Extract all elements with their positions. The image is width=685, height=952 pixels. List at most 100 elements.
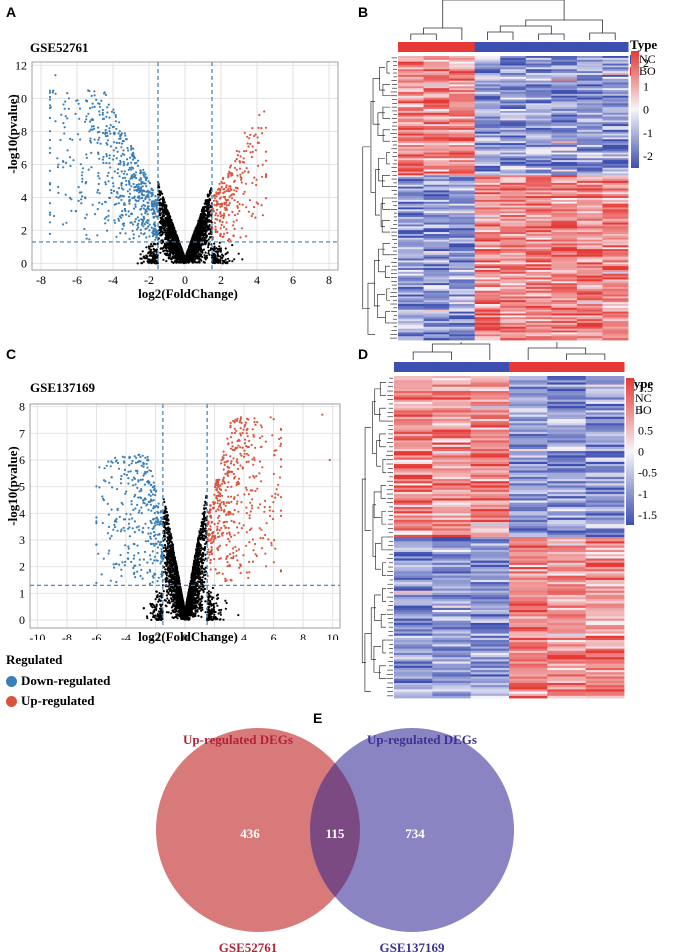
data-point [250,214,253,218]
data-point [213,245,216,248]
data-point [105,115,108,118]
data-point [214,230,217,233]
data-point [166,242,169,245]
data-point [137,191,141,194]
data-point [211,612,214,615]
data-point [135,183,138,187]
data-point [145,190,148,193]
data-point [173,255,176,258]
data-point [106,229,109,232]
data-point [138,195,141,198]
data-point [64,193,67,196]
x-tick-label: 6 [271,631,277,640]
data-point [92,125,95,128]
data-point [150,243,153,246]
data-point [236,206,239,209]
data-point [205,230,208,233]
data-point [48,189,52,192]
data-point [253,134,256,138]
data-point [136,216,139,219]
data-point [49,106,52,109]
data-point [164,505,167,508]
data-point [98,201,101,204]
data-point [130,161,133,164]
data-point [102,92,106,95]
data-point [57,185,60,189]
data-point [234,214,237,217]
data-point [137,185,140,188]
data-point [145,615,149,618]
data-point [209,191,212,194]
data-point [122,222,126,225]
data-point [154,201,157,204]
y-tick-label: 2 [19,560,25,574]
data-point [107,214,110,217]
y-tick-label: 7 [19,426,25,440]
data-point [178,245,181,248]
data-point [112,154,116,157]
x-tick-label: -8 [36,273,46,287]
data-point [207,238,210,241]
data-point [223,203,226,206]
data-point [142,199,145,202]
data-point [93,127,96,130]
data-point [126,163,129,166]
data-point [163,201,166,204]
data-point [148,235,151,238]
data-point [69,137,72,140]
data-point [181,257,184,260]
data-point [162,258,165,261]
data-point [213,242,216,245]
data-point [235,158,238,161]
data-point [176,250,179,253]
data-point [80,191,83,194]
data-point [140,186,143,189]
data-point [260,204,263,207]
data-point [225,221,228,224]
data-point [247,145,250,148]
data-point [149,602,152,605]
data-point [238,160,241,163]
data-point [205,203,208,206]
data-point [202,581,206,584]
data-point [93,105,96,108]
data-point [204,557,207,560]
data-point [173,230,176,233]
data-point [231,210,234,214]
data-point [129,156,132,159]
data-point [251,127,254,130]
data-point [112,111,116,114]
data-point [106,111,109,114]
data-point [152,227,155,230]
data-point [106,139,109,142]
data-point [164,604,167,607]
data-point [120,142,124,145]
data-point [115,146,118,150]
data-point [240,181,243,184]
x-tick-label: 4 [254,273,260,287]
y-tick-label: 3 [19,533,25,547]
data-point [104,135,108,138]
data-point [166,568,169,571]
data-point [170,258,173,261]
data-point [102,161,105,164]
data-point [255,178,258,181]
data-point [76,133,80,136]
data-point [227,204,230,207]
data-point [195,227,198,230]
data-point [160,239,163,242]
data-point [216,604,219,607]
data-point [143,175,146,178]
data-point [130,212,133,215]
data-point [216,593,220,596]
data-point [172,250,175,253]
data-point [87,112,90,115]
data-point [216,261,219,264]
data-point [189,244,192,247]
data-point [130,185,133,188]
x-tick-label: -2 [144,273,154,287]
data-point [239,236,242,239]
data-point [170,600,173,603]
data-point [219,205,222,208]
data-point [239,173,242,176]
